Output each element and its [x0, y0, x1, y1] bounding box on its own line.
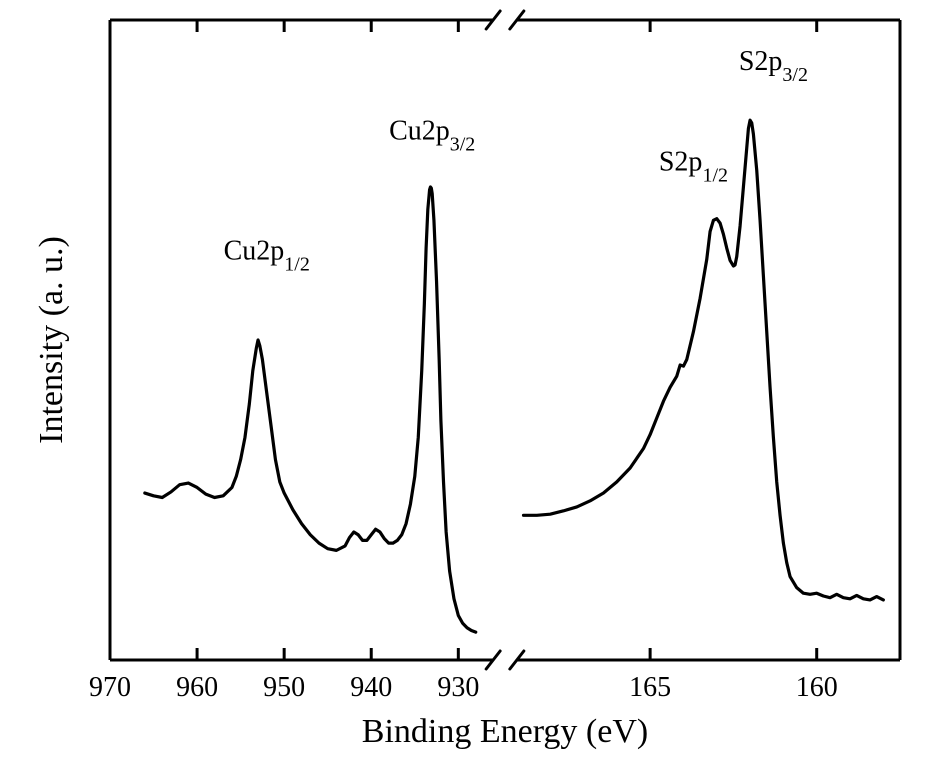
x-tick-label: 970	[89, 672, 131, 703]
y-axis-label: Intensity (a. u.)	[33, 236, 70, 444]
peak-label-cu2p32: Cu2p3/2	[389, 116, 475, 156]
x-tick-label: 960	[176, 672, 218, 703]
x-tick-label: 165	[629, 672, 671, 703]
peak-label-cu2p12: Cu2p1/2	[224, 235, 310, 275]
peak-label-s2p12: S2p1/2	[659, 146, 728, 186]
x-tick-label: 940	[350, 672, 392, 703]
xps-spectrum-figure: 970 960 950 940 930 165 160 Cu2p1/2 Cu2p3/2 S2p1/…	[0, 0, 950, 780]
spectrum-left	[145, 187, 476, 632]
spectrum-right	[524, 120, 884, 600]
x-tick-label: 930	[437, 672, 479, 703]
chart-canvas: 970 960 950 940 930 165 160 Cu2p1/2 Cu2p3/2 S2p1/…	[0, 0, 950, 780]
peak-label-s2p32: S2p3/2	[739, 46, 808, 86]
x-tick-label: 950	[263, 672, 305, 703]
x-axis-label: Binding Energy (eV)	[362, 713, 648, 750]
x-tick-label: 160	[796, 672, 838, 703]
